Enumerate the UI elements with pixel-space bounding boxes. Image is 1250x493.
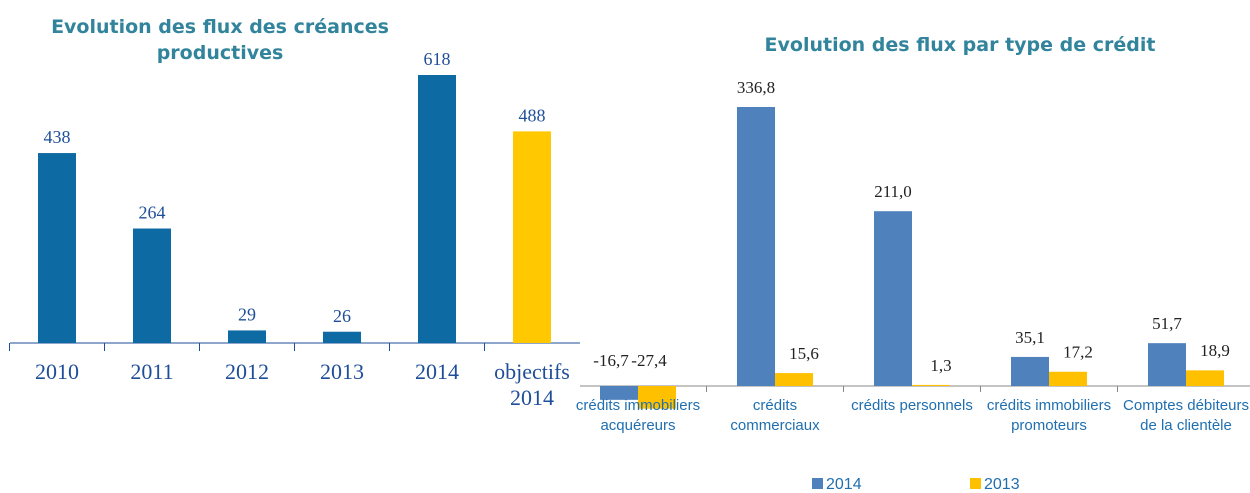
data-label: 264: [139, 203, 166, 223]
x-tick-label: 2012: [225, 359, 269, 384]
x-tick-label: objectifs 2014: [494, 359, 570, 410]
bar: [418, 75, 456, 343]
x-tick-label: crédits immobiliers acquéreurs: [575, 397, 701, 434]
data-label: 618: [424, 49, 451, 69]
x-tick-label: Comptes débiteurs de la clientèle: [1123, 397, 1249, 434]
data-label: -16,7: [593, 351, 629, 370]
data-label: 26: [333, 306, 351, 326]
x-tick-label: crédits personnels: [851, 397, 973, 414]
bar: [323, 331, 361, 343]
data-label: 15,6: [789, 344, 819, 363]
x-tick-label: crédits commerciaux: [730, 397, 820, 434]
data-label: 18,9: [1200, 341, 1230, 360]
data-label: 29: [238, 305, 256, 325]
chart-title: Evolution des flux des créances producti…: [51, 16, 389, 64]
x-tick-label: 2014: [415, 359, 459, 384]
x-tick-label: 2011: [130, 359, 174, 384]
bar: [775, 373, 813, 386]
data-label: 51,7: [1152, 314, 1182, 333]
bar: [133, 228, 171, 343]
x-tick-label: crédits immobiliers promoteurs: [986, 397, 1112, 434]
bar: [1011, 356, 1049, 386]
chart-title: Evolution des flux par type de crédit: [764, 34, 1156, 56]
bar: [912, 384, 950, 386]
bar: [638, 386, 676, 409]
bar: [1148, 343, 1186, 386]
bar: [874, 211, 912, 386]
bar: [513, 131, 551, 343]
legend-label: 2013: [984, 476, 1020, 493]
bar: [600, 386, 638, 400]
x-tick-label: 2010: [35, 359, 79, 384]
bar: [1049, 371, 1087, 386]
bar: [1186, 370, 1224, 386]
data-label: 1,3: [930, 356, 951, 375]
data-label: -27,4: [631, 351, 667, 370]
legend-swatch: [970, 478, 981, 489]
data-label: 438: [44, 127, 71, 147]
data-label: 17,2: [1063, 343, 1093, 362]
data-label: 336,8: [737, 78, 775, 97]
legend-label: 2014: [826, 476, 862, 493]
bar: [38, 153, 76, 343]
data-label: 35,1: [1015, 328, 1045, 347]
legend-swatch: [812, 478, 823, 489]
bar: [737, 107, 775, 386]
data-label: 488: [519, 106, 546, 126]
bar: [228, 330, 266, 343]
data-label: 211,0: [874, 182, 912, 201]
x-tick-label: 2013: [320, 359, 364, 384]
